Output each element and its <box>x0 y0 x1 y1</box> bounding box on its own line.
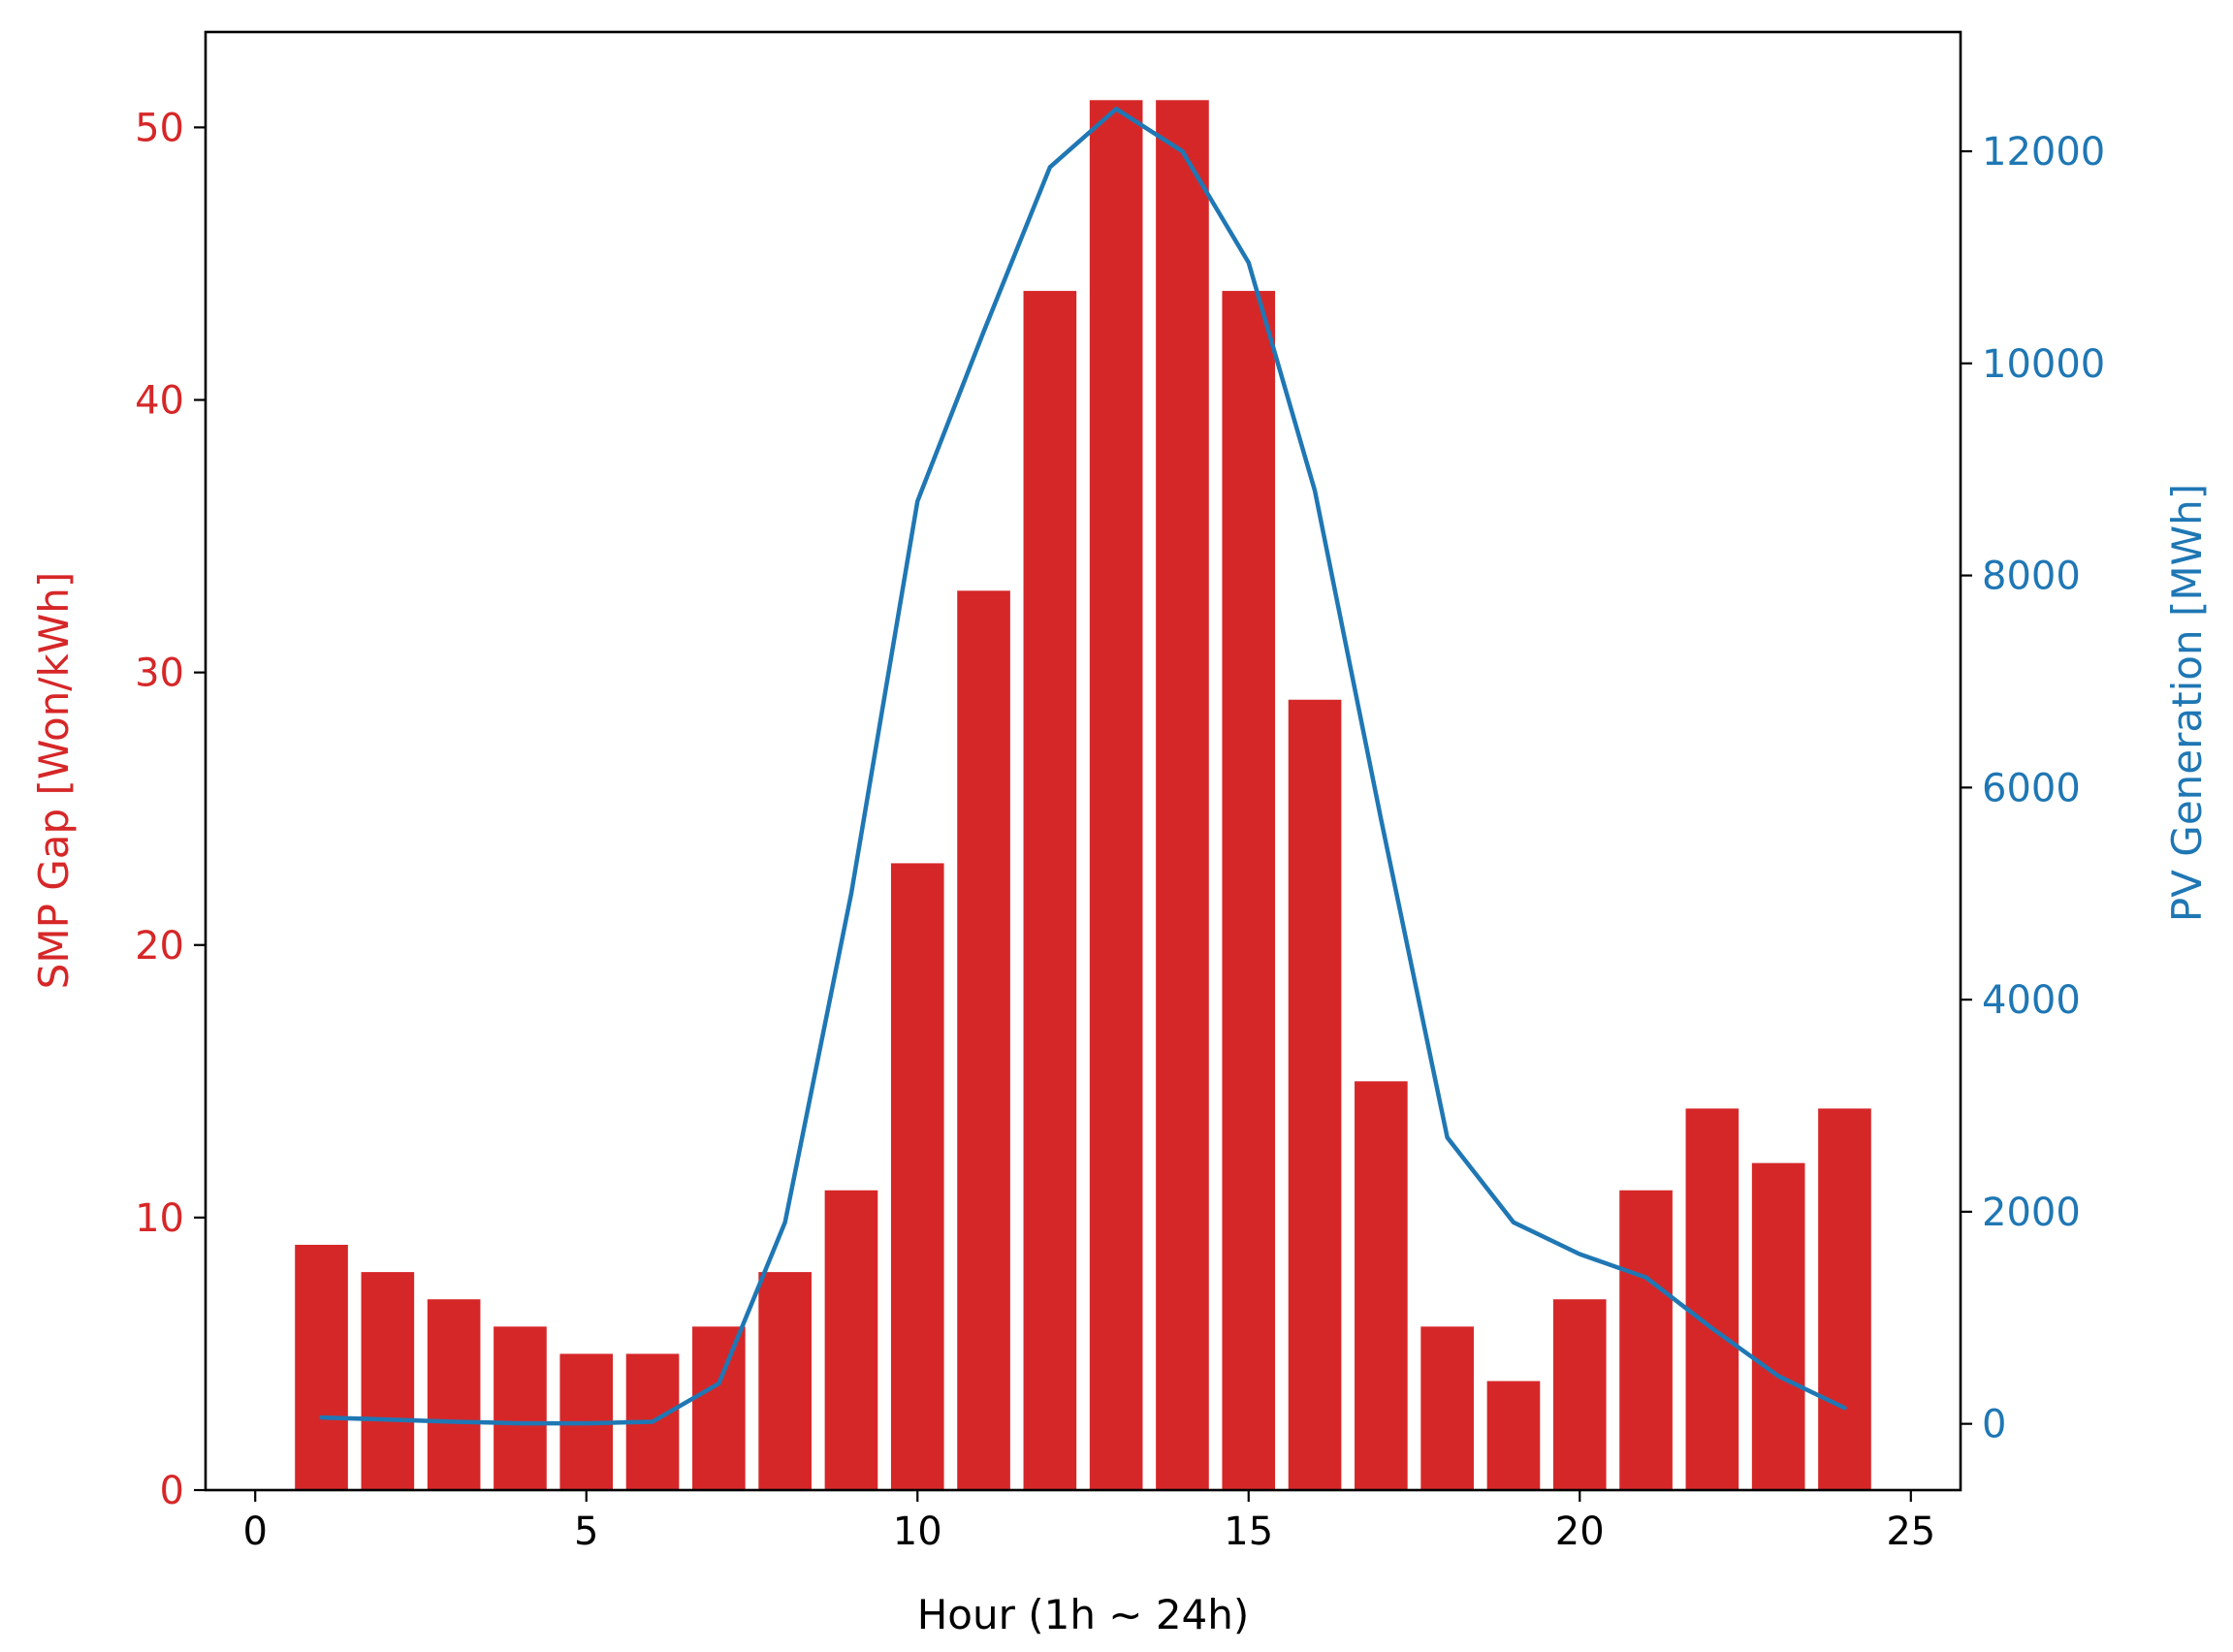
bar-hour-19 <box>1486 1381 1541 1490</box>
bar-hour-14 <box>1156 100 1209 1490</box>
bar-hour-20 <box>1552 1299 1607 1490</box>
bar-hour-15 <box>1222 291 1276 1490</box>
left-tick-label: 0 <box>160 1469 184 1513</box>
bar-hour-13 <box>1089 100 1143 1490</box>
bars-layer <box>295 100 1871 1490</box>
right-axis-label: PV Generation [MWh] <box>2163 484 2211 922</box>
x-tick-label: 0 <box>242 1509 267 1554</box>
right-tick-label: 12000 <box>1982 130 2105 175</box>
bar-hour-16 <box>1288 699 1342 1490</box>
bar-hour-17 <box>1355 1081 1408 1490</box>
left-tick-label: 50 <box>135 106 184 150</box>
bar-hour-2 <box>361 1272 415 1490</box>
bar-hour-18 <box>1420 1326 1474 1490</box>
bar-hour-12 <box>1023 291 1077 1490</box>
left-tick-label: 30 <box>135 651 184 696</box>
bar-hour-10 <box>890 863 944 1490</box>
right-tick-label: 2000 <box>1982 1191 2081 1235</box>
bar-hour-1 <box>295 1244 348 1490</box>
right-tick-label: 6000 <box>1982 766 2081 810</box>
right-tick-label: 4000 <box>1982 978 2081 1023</box>
left-tick-label: 40 <box>135 379 184 424</box>
bar-hour-9 <box>824 1190 878 1490</box>
right-tick-label: 10000 <box>1982 342 2105 387</box>
bar-hour-24 <box>1818 1108 1871 1490</box>
x-tick-label: 20 <box>1555 1509 1605 1554</box>
left-axis-label: SMP Gap [Won/kWh] <box>30 572 78 990</box>
bar-hour-23 <box>1751 1162 1805 1490</box>
bar-hour-8 <box>758 1272 812 1490</box>
x-tick-label: 5 <box>574 1509 598 1554</box>
x-tick-label: 15 <box>1224 1509 1273 1554</box>
bar-hour-3 <box>427 1299 481 1490</box>
right-tick-label: 0 <box>1982 1403 2006 1447</box>
x-tick-label: 25 <box>1886 1509 1935 1554</box>
left-tick-label: 10 <box>135 1196 184 1241</box>
plot-frame <box>204 30 1962 1492</box>
bar-hour-4 <box>494 1326 547 1490</box>
bar-hour-21 <box>1619 1190 1673 1490</box>
right-tick-label: 8000 <box>1982 555 2081 599</box>
bar-hour-7 <box>692 1326 746 1490</box>
x-tick-label: 10 <box>893 1509 942 1554</box>
pv-generation-line <box>319 107 1847 1426</box>
axes-layer: 0 5 10 15 20 25 Hour (1h ~ 24h) 0 10 20 30 40 50 SMP … <box>30 106 2211 1638</box>
bar-hour-22 <box>1685 1108 1739 1490</box>
line-layer <box>319 107 1847 1426</box>
x-axis-label: Hour (1h ~ 24h) <box>917 1591 1250 1638</box>
left-tick-label: 20 <box>135 924 184 969</box>
bar-hour-11 <box>957 590 1010 1490</box>
